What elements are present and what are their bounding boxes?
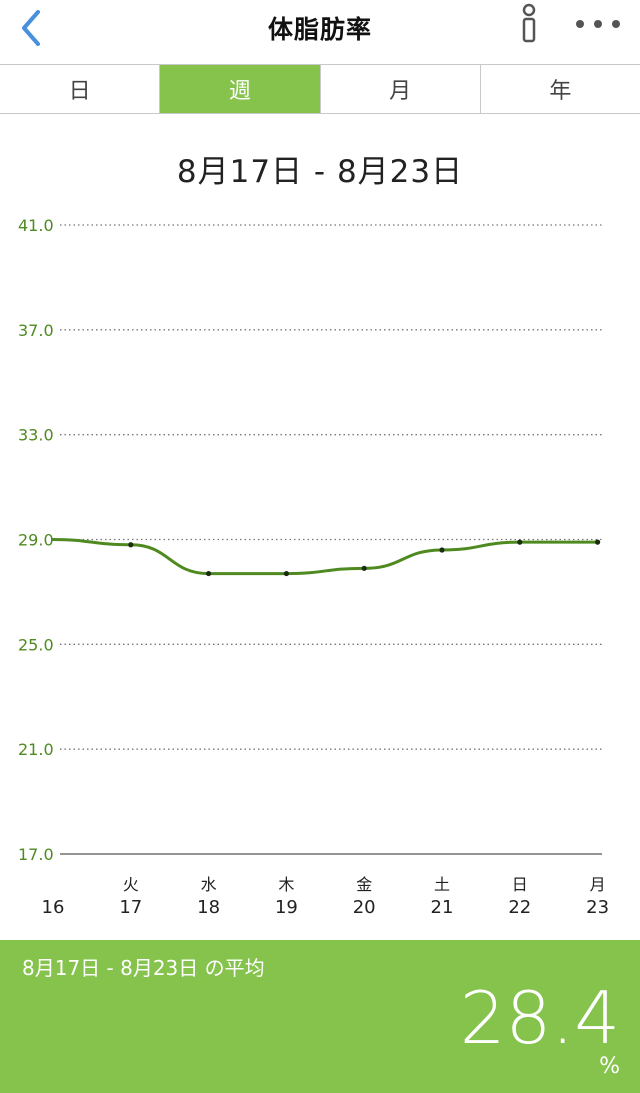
period-tabs: 日 週 月 年 bbox=[0, 64, 640, 114]
series-line bbox=[51, 538, 600, 576]
data-point bbox=[595, 539, 601, 545]
y-tick-label: 25.0 bbox=[18, 635, 54, 654]
data-point bbox=[283, 570, 289, 577]
x-tick-day-label: 土 bbox=[434, 875, 450, 894]
line-chart-svg: 41.0 37.0 33.0 29.0 25.0 21.0 17.0 16 火 17 水 18 木 19 金… bbox=[18, 216, 609, 918]
average-unit: % bbox=[599, 1054, 620, 1079]
data-point bbox=[361, 565, 367, 571]
header-bar: 体脂肪率 bbox=[0, 0, 640, 64]
data-point bbox=[128, 542, 134, 548]
chevron-left-icon bbox=[22, 10, 40, 46]
page-title: 体脂肪率 bbox=[267, 15, 372, 44]
x-tick-date-label: 22 bbox=[508, 897, 531, 918]
data-point bbox=[439, 547, 445, 553]
data-point bbox=[517, 539, 523, 545]
tab-month[interactable]: 月 bbox=[321, 65, 481, 113]
data-point bbox=[206, 570, 212, 577]
tab-week[interactable]: 週 bbox=[160, 65, 321, 113]
x-tick-date-label: 23 bbox=[586, 897, 609, 918]
x-tick-day-label: 金 bbox=[356, 875, 372, 894]
average-summary-panel: 8月17日 - 8月23日 の平均 28.4 % bbox=[0, 940, 640, 1093]
x-tick-date-label: 19 bbox=[275, 897, 298, 918]
y-tick-label: 33.0 bbox=[18, 426, 54, 445]
info-icon bbox=[522, 3, 536, 43]
average-value: 28.4 bbox=[459, 976, 620, 1060]
tab-year[interactable]: 年 bbox=[549, 79, 572, 104]
x-tick-day-label: 木 bbox=[278, 875, 294, 894]
x-tick-day-label: 火 bbox=[123, 875, 139, 894]
x-tick-day-label: 日 bbox=[512, 875, 528, 894]
x-tick-day-label: 月 bbox=[590, 875, 606, 894]
x-tick-date-label: 17 bbox=[119, 897, 142, 918]
date-range-heading: 8月17日 - 8月23日 bbox=[176, 154, 464, 190]
average-label: 8月17日 - 8月23日 の平均 bbox=[22, 956, 265, 980]
y-tick-label: 41.0 bbox=[18, 216, 54, 235]
info-button[interactable] bbox=[514, 2, 544, 46]
y-tick-label: 29.0 bbox=[18, 531, 54, 550]
y-tick-label: 37.0 bbox=[18, 321, 54, 340]
x-tick-date-label: 16 bbox=[42, 897, 65, 918]
back-button[interactable] bbox=[14, 6, 54, 46]
x-tick-date-label: 20 bbox=[353, 897, 376, 918]
x-tick-date-label: 18 bbox=[197, 897, 220, 918]
y-tick-label: 21.0 bbox=[18, 740, 54, 759]
more-button[interactable] bbox=[570, 10, 626, 38]
more-horizontal-icon bbox=[576, 20, 620, 28]
tab-day[interactable]: 日 bbox=[0, 65, 161, 113]
y-tick-label: 17.0 bbox=[18, 845, 54, 864]
x-tick-date-label: 21 bbox=[431, 897, 454, 918]
x-tick-day-label: 水 bbox=[201, 875, 217, 894]
body-fat-chart: 41.0 37.0 33.0 29.0 25.0 21.0 17.0 16 火 17 水 18 木 19 金… bbox=[0, 200, 640, 930]
